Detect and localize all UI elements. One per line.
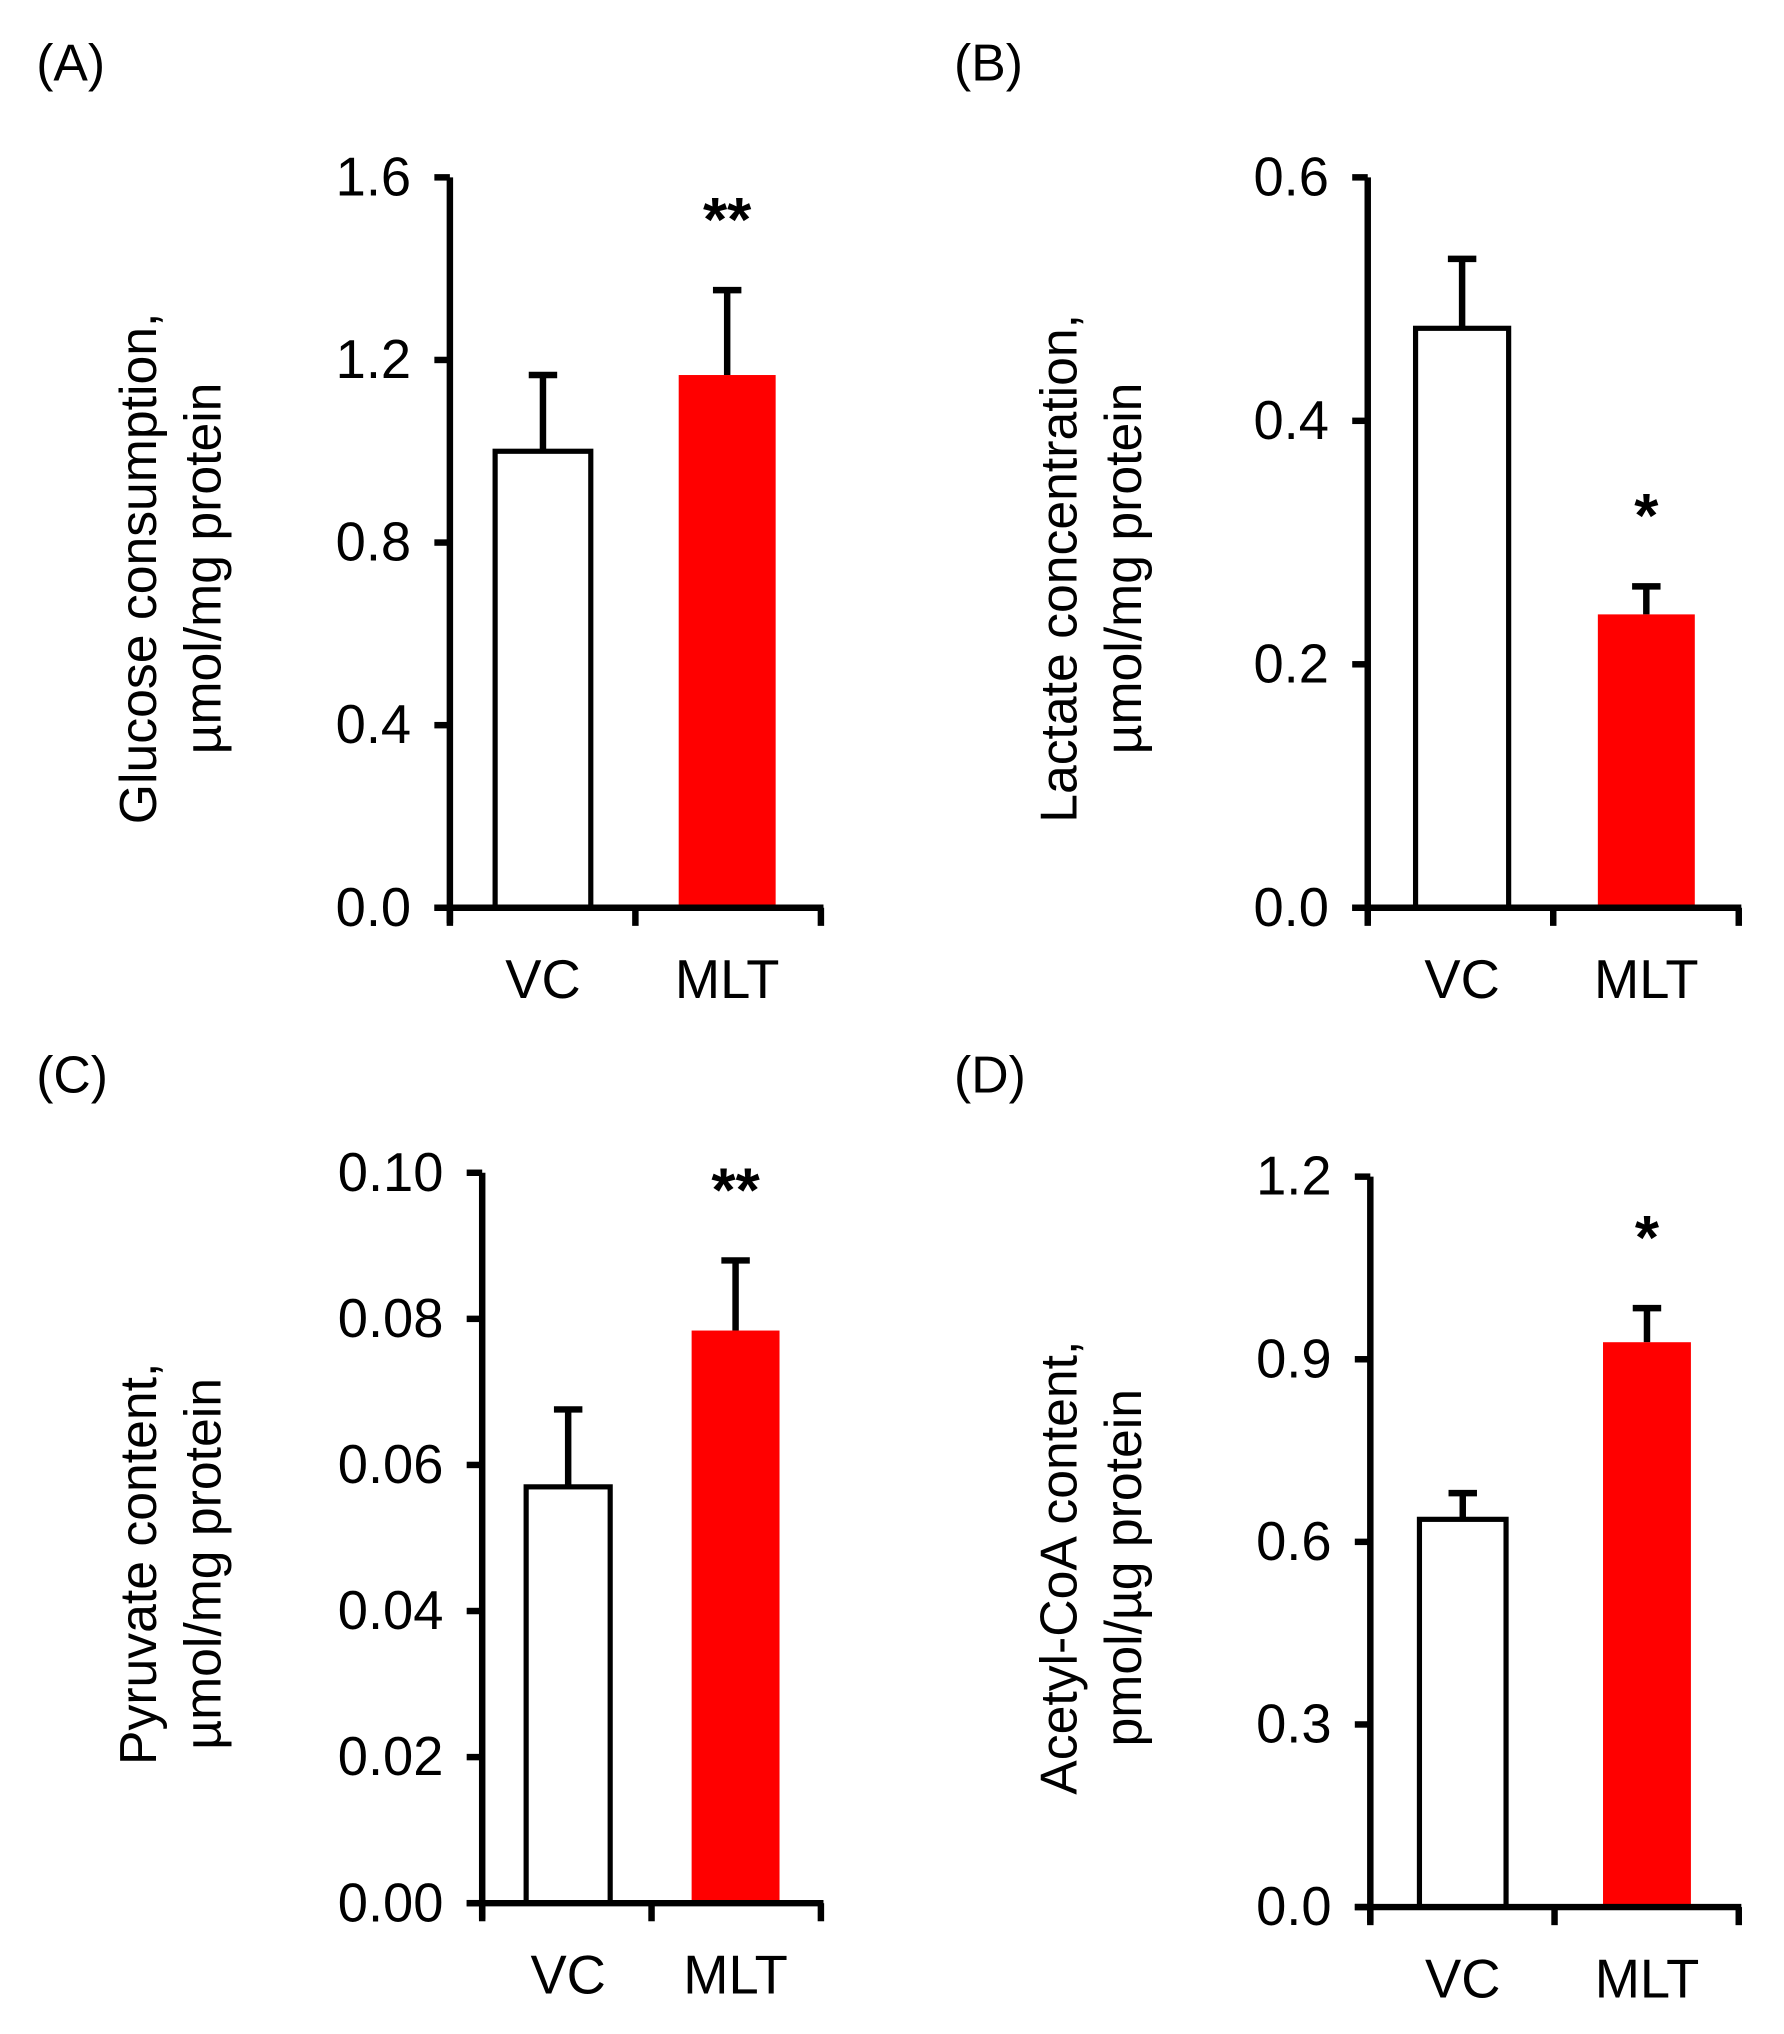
chart-d-ylabel-line: Acetyl-CoA content, (1029, 1341, 1087, 1795)
chart-b-bar-mlt (1597, 614, 1695, 908)
chart-c-ytick-label: 0.00 (338, 1872, 444, 1933)
chart-c-ylabel-line: µmol/mg protein (173, 1378, 231, 1750)
chart-c-xtick-label: VC (530, 1945, 605, 2006)
chart-c-ytick-label: 0.04 (338, 1580, 444, 1641)
chart-b-bar-vc (1412, 325, 1512, 911)
chart-c-ylabel-line: Pyruvate content, (109, 1363, 167, 1765)
chart-d-ylabel-line: pmol/µg protein (1094, 1389, 1152, 1746)
chart-a-bar-mlt (678, 375, 776, 908)
chart-b-ytick-label: 0.0 (1253, 877, 1328, 938)
chart-b-panel-label: (B) (954, 33, 1023, 91)
chart-c-ytick-label: 0.06 (338, 1434, 444, 1495)
chart-d-bar-mlt (1603, 1342, 1691, 1908)
chart-a-bar-vc (492, 448, 594, 911)
chart-d-panel-label: (D) (954, 1046, 1026, 1104)
chart-b-ytick-label: 0.2 (1253, 633, 1328, 694)
chart-d-ytick-label: 0.3 (1256, 1694, 1331, 1755)
chart-a-ylabel-line: Glucose consumption, (109, 313, 167, 825)
chart-b-xtick-label: MLT (1594, 949, 1699, 1010)
chart-a-panel-label: (A) (36, 33, 105, 91)
chart-a-ytick-label: 1.6 (336, 146, 411, 207)
chart-a-ytick-label: 0.4 (336, 694, 411, 755)
chart-d-bar-vc (1416, 1516, 1509, 1910)
chart-c-ytick-label: 0.08 (338, 1288, 444, 1349)
chart-a-xtick-label: MLT (675, 949, 780, 1010)
chart-b-ylabel-line: µmol/mg protein (1094, 383, 1152, 755)
chart-d-ytick-label: 1.2 (1256, 1146, 1331, 1207)
chart-c-bar-vc (523, 1484, 613, 1906)
chart-a-ytick-label: 1.2 (336, 329, 411, 390)
chart-d-xtick-label: MLT (1595, 1949, 1700, 2010)
chart-c-ytick-label: 0.02 (338, 1726, 444, 1787)
chart-c-panel-label: (C) (36, 1046, 108, 1104)
chart-b-ytick-label: 0.4 (1253, 390, 1328, 451)
chart-a-ylabel-line: µmol/mg protein (173, 383, 231, 755)
chart-b-ytick-label: 0.6 (1253, 146, 1328, 207)
chart-b-ylabel-line: Lactate concentration, (1029, 314, 1087, 823)
chart-a-ytick-label: 0.0 (336, 877, 411, 938)
chart-a-ytick-label: 0.8 (336, 512, 411, 573)
chart-a-xtick-label: VC (505, 949, 580, 1010)
chart-c-ytick-label: 0.10 (338, 1142, 444, 1203)
chart-c-bar-mlt (691, 1330, 780, 1904)
chart-d-xtick-label: VC (1425, 1949, 1500, 2010)
chart-b-significance: * (1634, 482, 1659, 551)
chart-d-significance: * (1635, 1204, 1660, 1273)
chart-d-ytick-label: 0.0 (1256, 1876, 1331, 1937)
chart-d-ytick-label: 0.6 (1256, 1511, 1331, 1572)
chart-b-xtick-label: VC (1424, 949, 1499, 1010)
chart-c-xtick-label: MLT (683, 1945, 788, 2006)
chart-a-significance: ** (703, 186, 752, 255)
chart-d-ytick-label: 0.9 (1256, 1328, 1331, 1389)
chart-c-significance: ** (711, 1156, 760, 1225)
